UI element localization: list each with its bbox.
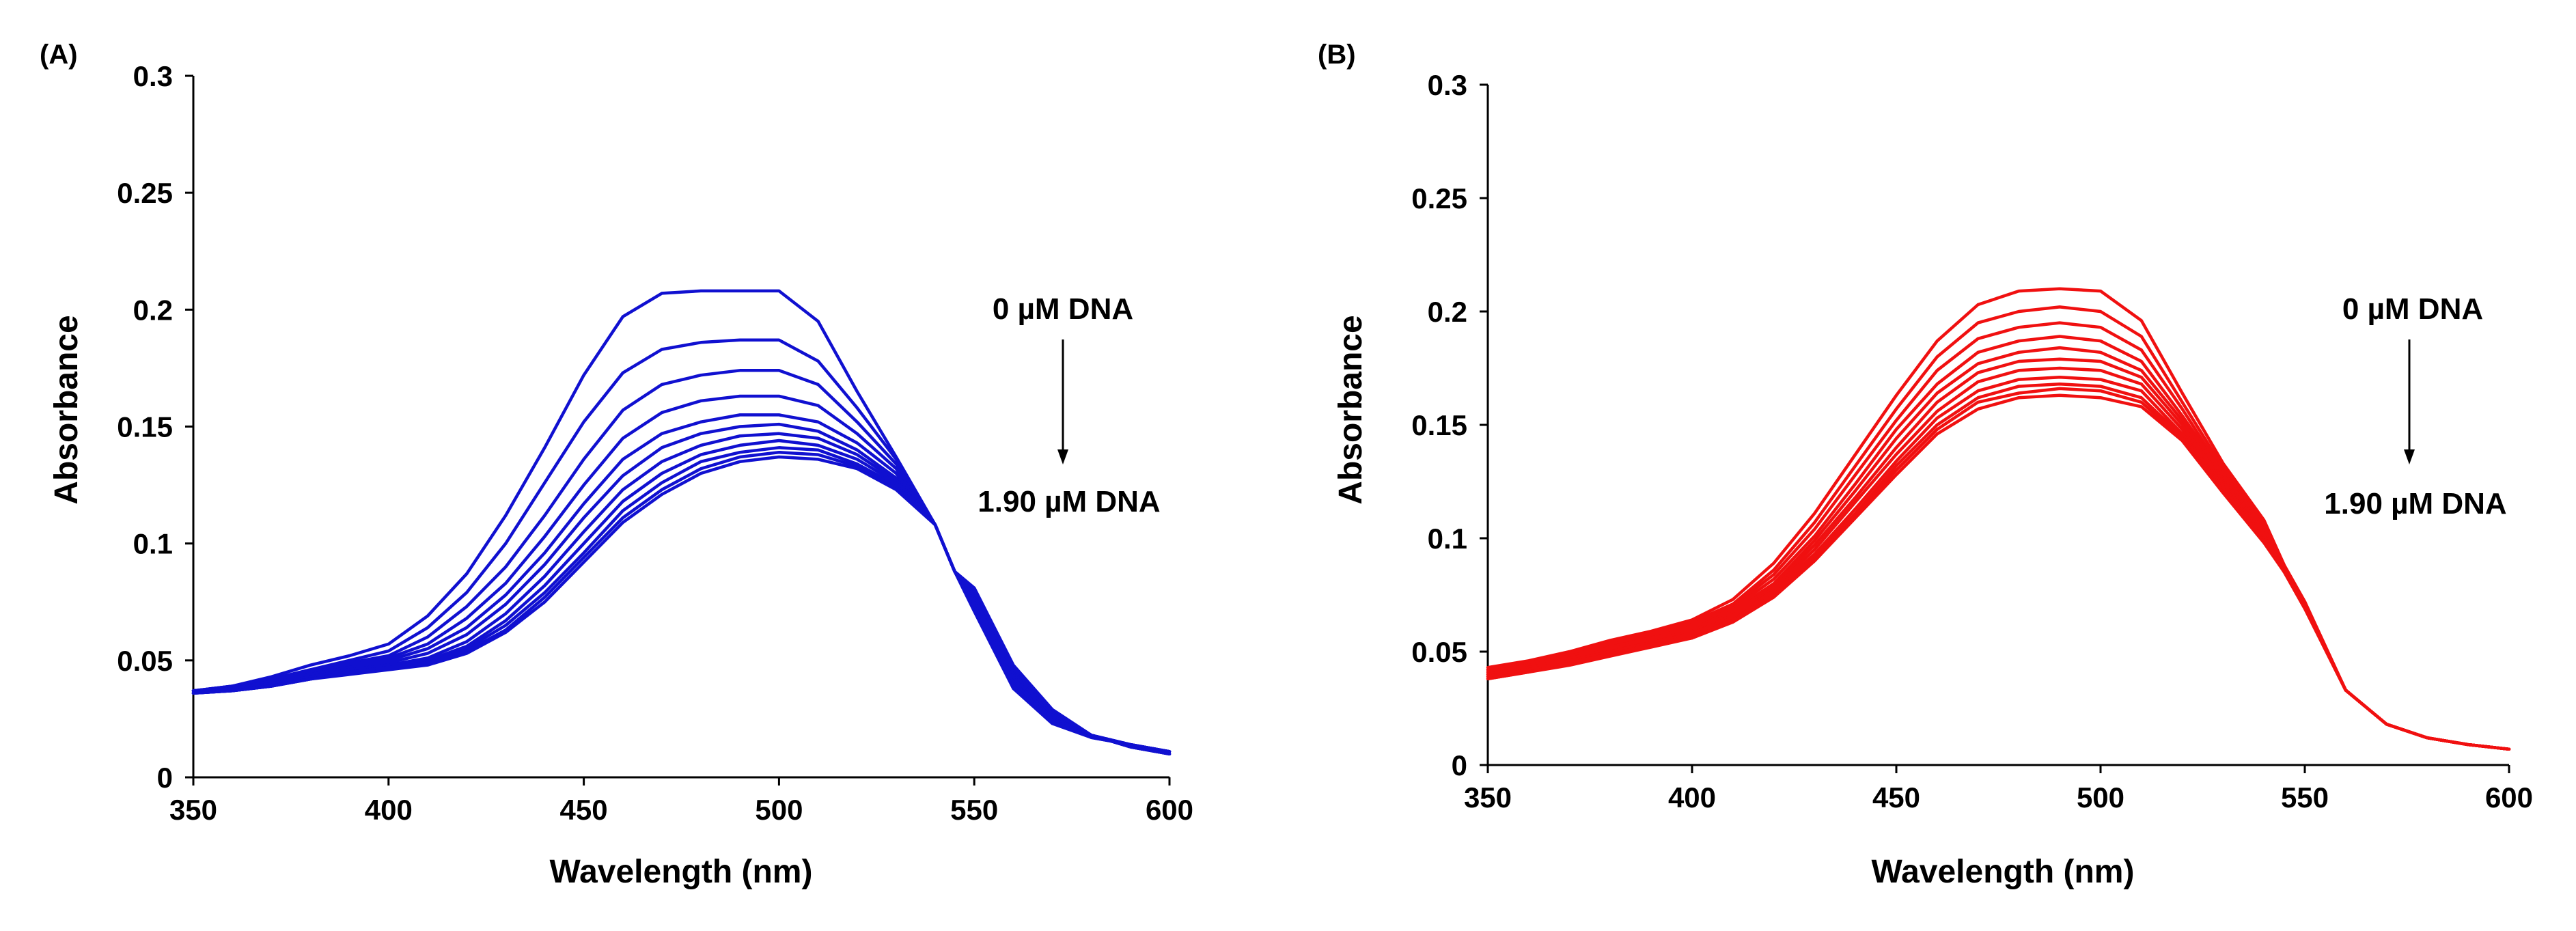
x-tick-label: 550 (950, 794, 998, 826)
series-line-10 (1486, 387, 2511, 751)
x-tick-label: 350 (1464, 781, 1512, 814)
series-line-6 (1486, 357, 2511, 751)
annotation-start-concentration: 0 µM DNA (2342, 292, 2483, 326)
arrow-head (2404, 449, 2415, 464)
chart-panel-a: (A) Absorbance Wavelength (nm) 0 µM DNA … (40, 40, 1193, 890)
x-tick-label: 550 (2281, 781, 2329, 814)
y-tick-label: 0.1 (133, 528, 173, 560)
y-tick-label: 0.05 (117, 645, 173, 677)
x-tick-label: 600 (1146, 794, 1193, 826)
y-tick-label: 0.2 (133, 294, 173, 326)
x-tick-label: 450 (560, 794, 608, 826)
chart-panel-b: (B) Absorbance Wavelength (nm) 0 µM DNA … (1318, 40, 2533, 890)
annotation-end-concentration: 1.90 µM DNA (2324, 487, 2506, 520)
series-line-7 (191, 432, 1172, 753)
plot-area: 0 0.05 0.1 0.15 0.2 0.25 0.3 350 400 450 500 550 600 (1411, 69, 2533, 814)
y-tick-label: 0.15 (117, 411, 173, 443)
panel-label: (A) (40, 40, 78, 70)
x-tick-label: 500 (755, 794, 803, 826)
y-tick-label: 0 (157, 762, 173, 794)
x-tick-label: 350 (169, 794, 217, 826)
panel-label: (B) (1318, 40, 1356, 70)
x-axis-title: Wavelength (nm) (550, 854, 813, 890)
y-tick-label: 0.05 (1411, 636, 1467, 668)
annotation-end-concentration: 1.90 µM DNA (978, 485, 1160, 518)
y-tick-label: 0.15 (1411, 409, 1467, 441)
y-tick-label: 0 (1452, 749, 1467, 781)
series-line-2 (1486, 305, 2511, 751)
series-line-8 (1486, 376, 2511, 751)
series-line-7 (1486, 366, 2511, 751)
series-line-5 (1486, 346, 2511, 751)
y-tick-label: 0.3 (133, 60, 173, 92)
x-tick-label: 400 (365, 794, 413, 826)
y-tick-label: 0.2 (1428, 296, 1467, 328)
y-tick-label: 0.3 (1428, 69, 1467, 101)
y-tick-label: 0.1 (1428, 523, 1467, 555)
x-tick-label: 500 (2077, 781, 2124, 814)
y-axis-title: Absorbance (49, 315, 85, 504)
x-tick-label: 400 (1668, 781, 1716, 814)
x-tick-label: 600 (2485, 781, 2533, 814)
x-tick-label: 450 (1872, 781, 1920, 814)
annotation-start-concentration: 0 µM DNA (993, 292, 1133, 326)
series-line-11 (1486, 393, 2511, 751)
y-tick-label: 0.25 (117, 177, 173, 209)
y-axis-title: Absorbance (1333, 315, 1369, 504)
plot-area: 0 0.05 0.1 0.15 0.2 0.25 0.3 350 400 450 500 550 600 (117, 60, 1193, 826)
arrow-head (1057, 449, 1068, 464)
x-axis-title: Wavelength (nm) (1872, 854, 2135, 890)
series-line-9 (1486, 382, 2511, 751)
series-line-11 (191, 455, 1172, 756)
y-tick-label: 0.25 (1411, 182, 1467, 214)
